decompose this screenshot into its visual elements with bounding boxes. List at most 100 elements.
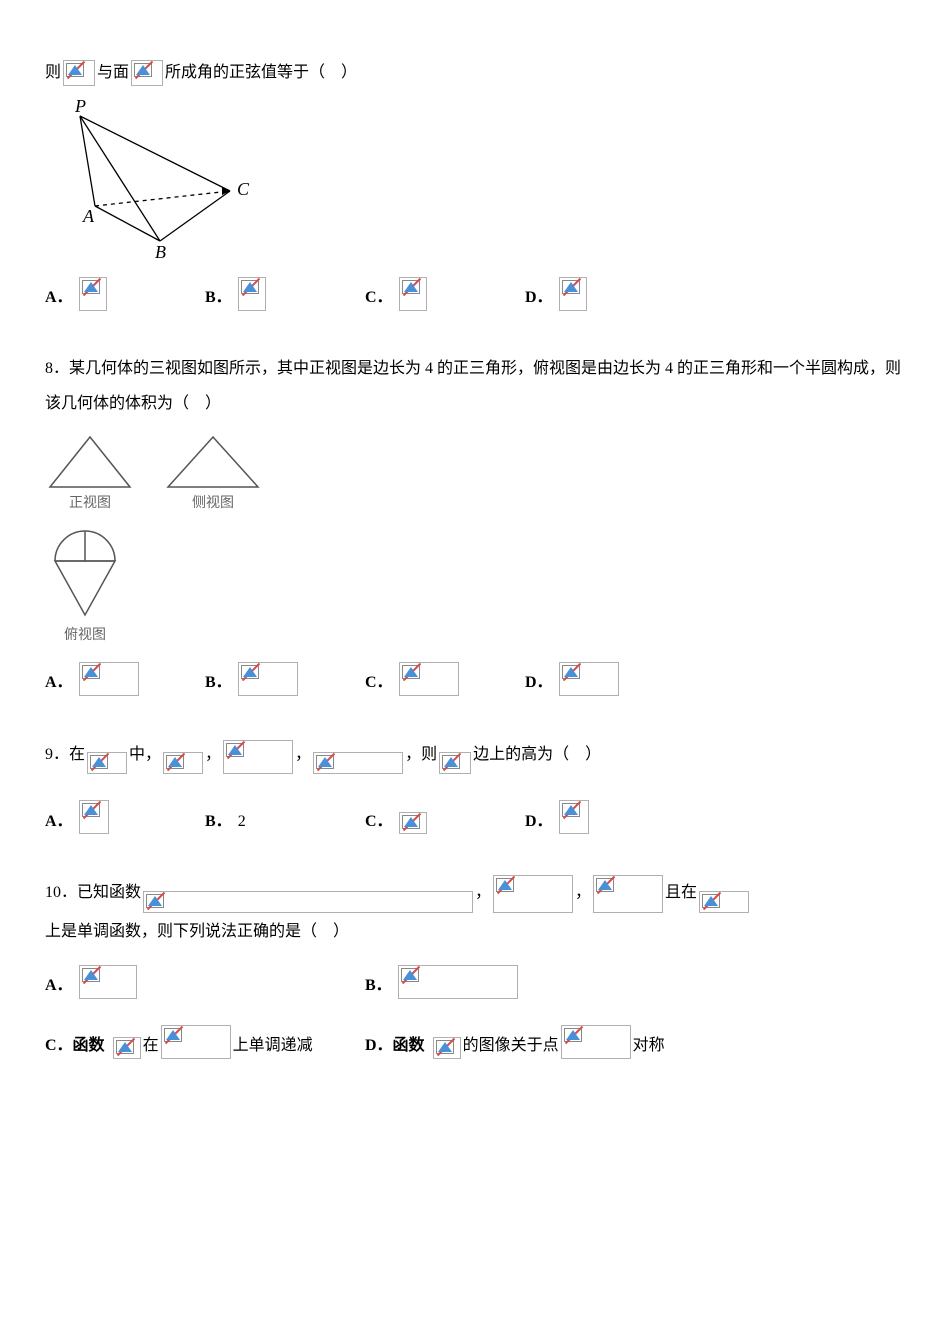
front-view: 正视图 — [45, 433, 135, 515]
broken-image-icon — [493, 875, 573, 913]
q7-text-before: 则 — [45, 60, 61, 86]
q9-option-a: A． — [45, 800, 205, 834]
broken-image-icon — [143, 891, 473, 913]
q9-option-b-value: 2 — [238, 809, 246, 835]
q9-p6: 边上的高为（ ） — [473, 736, 601, 774]
triangle-icon — [45, 433, 135, 491]
triangle-icon — [163, 433, 263, 491]
q8-option-a: A． — [45, 662, 205, 696]
q7-option-a: A． — [45, 277, 205, 311]
option-label: B． — [365, 973, 392, 999]
label-B: B — [155, 242, 166, 258]
q10-p1: 10．已知函数 — [45, 874, 141, 912]
option-label: D． — [525, 809, 553, 835]
broken-image-icon — [559, 800, 589, 834]
broken-image-icon — [559, 662, 619, 696]
q10-d-mid: 的图像关于点 — [463, 1033, 559, 1059]
option-label: D． — [525, 285, 553, 311]
option-label: A． — [45, 670, 73, 696]
q9-p5: ，则 — [405, 736, 437, 774]
top-view-label: 俯视图 — [64, 625, 106, 647]
q9-p1: 9．在 — [45, 736, 85, 774]
side-view-label: 侧视图 — [192, 493, 234, 515]
q9-option-b: B． 2 — [205, 809, 365, 835]
broken-image-icon — [399, 812, 427, 834]
question-9: 9．在 中， ， ， ，则 边上的高为（ ） A． B． 2 C． — [45, 736, 905, 834]
q8-options: A． B． C． D． — [45, 662, 905, 696]
q9-text: 9．在 中， ， ， ，则 边上的高为（ ） — [45, 736, 905, 774]
broken-image-icon — [238, 662, 298, 696]
q7-option-b: B． — [205, 277, 365, 311]
tetrahedron-svg: P A B C — [45, 98, 255, 258]
option-label: A． — [45, 973, 73, 999]
q10-options-row1: A． B． — [45, 965, 905, 999]
q8-option-b: B． — [205, 662, 365, 696]
broken-image-icon — [87, 752, 127, 774]
label-A: A — [82, 206, 95, 226]
option-label: C． — [365, 285, 393, 311]
option-label: B． — [205, 809, 232, 835]
question-10: 10．已知函数 ， ， 且在 上是单调函数，则下列说法正确的是（ ） A． B．… — [45, 874, 905, 1059]
broken-image-icon — [433, 1037, 461, 1059]
semicircle-triangle-icon — [45, 523, 125, 623]
option-label: D．函数 — [365, 1033, 425, 1059]
broken-image-icon — [161, 1025, 231, 1059]
q10-c-mid: 在 — [143, 1033, 159, 1059]
question-8: 8．某几何体的三视图如图所示，其中正视图是边长为 4 的正三角形，俯视图是由边长… — [45, 351, 905, 696]
option-label: C． — [365, 670, 393, 696]
q7-diagram: P A B C — [45, 98, 905, 267]
q9-option-c: C． — [365, 809, 525, 835]
broken-image-icon — [223, 740, 293, 774]
top-view: 俯视图 — [45, 523, 125, 647]
q9-options: A． B． 2 C． D． — [45, 800, 905, 834]
q7-option-d: D． — [525, 277, 685, 311]
q9-p4: ， — [295, 736, 311, 774]
q10-p4: 且在 — [665, 874, 697, 912]
q8-option-d: D． — [525, 662, 685, 696]
broken-image-icon — [399, 277, 427, 311]
q10-line1: 10．已知函数 ， ， 且在 上是单调函数，则下列说法正确的是（ ） — [45, 874, 905, 951]
q7-intro-line: 则 与面 所成角的正弦值等于（ ） — [45, 60, 905, 86]
q7-options: A． B． C． D． — [45, 277, 905, 311]
q10-p2: ， — [475, 874, 491, 912]
broken-image-icon — [113, 1037, 141, 1059]
broken-image-icon — [79, 277, 107, 311]
q9-p2: 中， — [129, 736, 161, 774]
broken-image-icon — [593, 875, 663, 913]
broken-image-icon — [238, 277, 266, 311]
front-view-label: 正视图 — [69, 493, 111, 515]
q10-option-d: D．函数 的图像关于点 对称 — [365, 1025, 745, 1059]
q10-p5: 上是单调函数，则下列说法正确的是（ ） — [45, 913, 349, 951]
q10-option-c: C．函数 在 上单调递减 — [45, 1025, 365, 1059]
q7-option-c: C． — [365, 277, 525, 311]
broken-image-icon — [131, 60, 163, 86]
option-label: C． — [365, 809, 393, 835]
option-label: B． — [205, 285, 232, 311]
q10-option-b: B． — [365, 965, 685, 999]
broken-image-icon — [79, 800, 109, 834]
q10-option-a: A． — [45, 965, 365, 999]
q10-d-after: 对称 — [633, 1033, 665, 1059]
option-label: D． — [525, 670, 553, 696]
label-C: C — [237, 179, 250, 199]
q10-options-row2: C．函数 在 上单调递减 D．函数 的图像关于点 对称 — [45, 1025, 905, 1059]
q9-p3: ， — [205, 736, 221, 774]
broken-image-icon — [398, 965, 518, 999]
broken-image-icon — [163, 752, 203, 774]
q10-c-after: 上单调递减 — [233, 1033, 313, 1059]
broken-image-icon — [79, 965, 137, 999]
q7-text-after: 所成角的正弦值等于（ ） — [165, 60, 357, 86]
option-label: A． — [45, 809, 73, 835]
q10-p3: ， — [575, 874, 591, 912]
q9-option-d: D． — [525, 800, 685, 834]
broken-image-icon — [559, 277, 587, 311]
q8-three-views: 正视图 侧视图 俯视图 — [45, 433, 905, 648]
option-label: C．函数 — [45, 1033, 105, 1059]
broken-image-icon — [699, 891, 749, 913]
q8-text: 8．某几何体的三视图如图所示，其中正视图是边长为 4 的正三角形，俯视图是由边长… — [45, 351, 905, 421]
broken-image-icon — [561, 1025, 631, 1059]
broken-image-icon — [313, 752, 403, 774]
option-label: B． — [205, 670, 232, 696]
option-label: A． — [45, 285, 73, 311]
broken-image-icon — [79, 662, 139, 696]
